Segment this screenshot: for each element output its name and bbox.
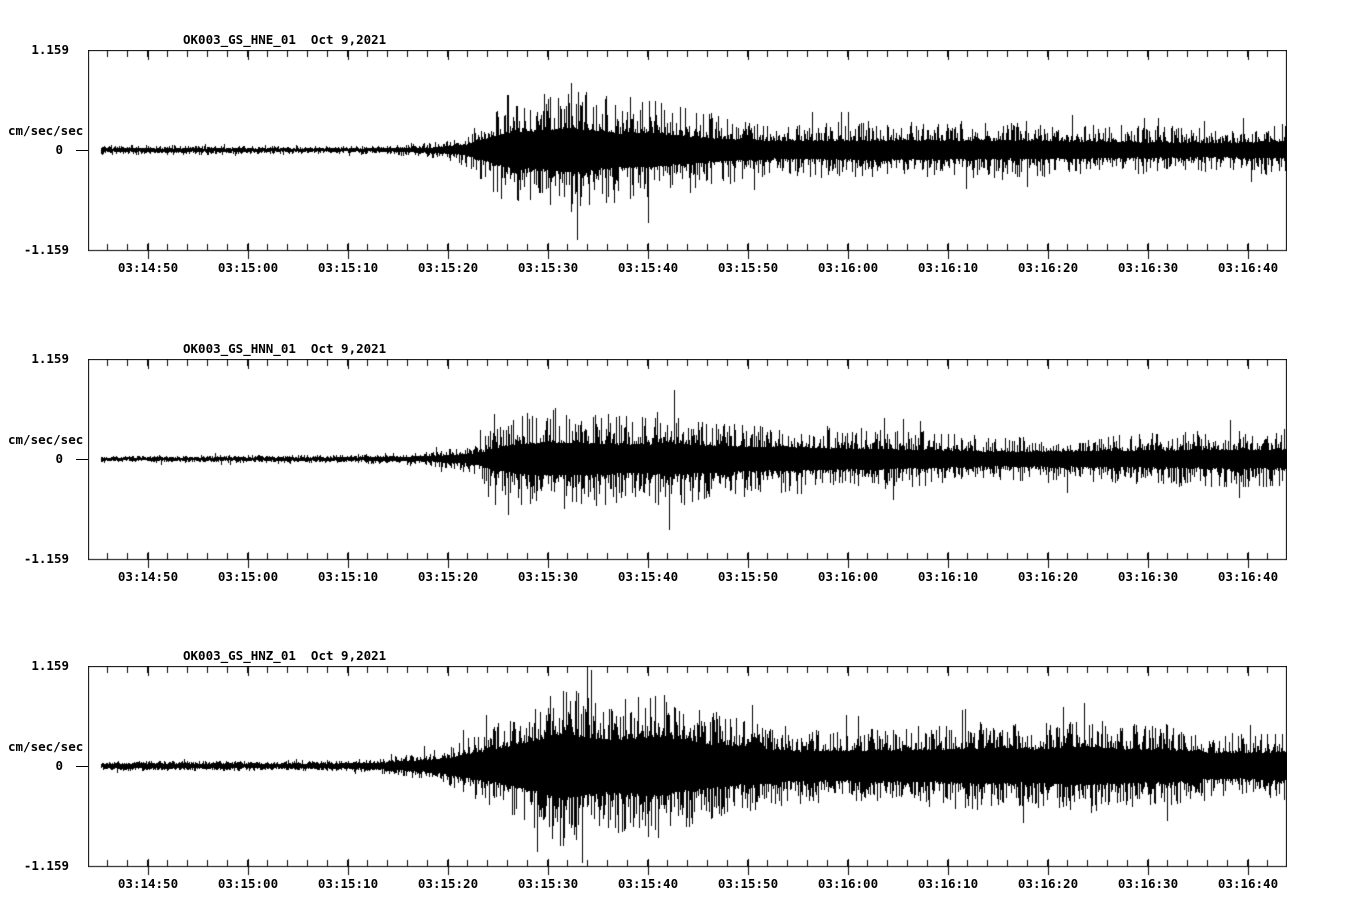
x-axis-labels: 03:14:50 03:15:00 03:15:10 03:15:20 03:15:30…	[0, 876, 1358, 892]
x-axis-labels: 03:14:50 03:15:00 03:15:10 03:15:20 03:15:30…	[0, 569, 1358, 585]
x-tick-label: 03:15:40	[617, 569, 679, 584]
y-axis-units-label: cm/sec/sec	[8, 123, 84, 138]
y-axis-zero-label: 0	[55, 451, 63, 466]
x-tick-label: 03:15:30	[517, 876, 579, 891]
y-axis-units-label: cm/sec/sec	[8, 432, 84, 447]
panel-title: OK003_GS_HNZ_01 Oct 9,2021	[183, 648, 387, 663]
x-tick-label: 03:16:00	[817, 876, 879, 891]
x-tick-label: 03:15:20	[417, 569, 479, 584]
waveform-canvas	[88, 666, 1287, 876]
x-tick-label: 03:15:40	[617, 260, 679, 275]
x-tick-label: 03:15:00	[217, 876, 279, 891]
x-tick-label: 03:16:10	[917, 260, 979, 275]
x-tick-label: 03:16:30	[1117, 876, 1179, 891]
x-tick-label: 03:16:10	[917, 569, 979, 584]
x-tick-label: 03:15:50	[717, 876, 779, 891]
x-tick-label: 03:15:30	[517, 260, 579, 275]
x-axis-labels: 03:14:50 03:15:00 03:15:10 03:15:20 03:15:30…	[0, 260, 1358, 276]
y-axis-min-label: -1.159	[23, 242, 69, 257]
y-axis-units-label: cm/sec/sec	[8, 739, 84, 754]
y-axis-zero-label: 0	[55, 758, 63, 773]
y-axis-zero-tick	[76, 766, 88, 767]
x-tick-label: 03:16:00	[817, 569, 879, 584]
waveform-canvas	[88, 359, 1287, 569]
y-axis-max-label: 1.159	[31, 42, 69, 57]
x-tick-label: 03:16:20	[1017, 569, 1079, 584]
x-tick-label: 03:15:10	[317, 260, 379, 275]
x-tick-label: 03:16:30	[1117, 569, 1179, 584]
x-tick-label: 03:16:40	[1217, 876, 1279, 891]
x-tick-label: 03:14:50	[117, 260, 179, 275]
x-tick-label: 03:14:50	[117, 876, 179, 891]
x-tick-label: 03:16:00	[817, 260, 879, 275]
x-tick-label: 03:15:50	[717, 569, 779, 584]
x-tick-label: 03:15:10	[317, 569, 379, 584]
y-axis-max-label: 1.159	[31, 351, 69, 366]
x-tick-label: 03:15:30	[517, 569, 579, 584]
y-axis-zero-label: 0	[55, 142, 63, 157]
x-tick-label: 03:15:10	[317, 876, 379, 891]
x-tick-label: 03:16:20	[1017, 876, 1079, 891]
x-tick-label: 03:15:20	[417, 876, 479, 891]
x-tick-label: 03:15:20	[417, 260, 479, 275]
y-axis-min-label: -1.159	[23, 551, 69, 566]
y-axis-zero-tick	[76, 150, 88, 151]
waveform-canvas	[88, 50, 1287, 260]
x-tick-label: 03:15:00	[217, 260, 279, 275]
y-axis-zero-tick	[76, 459, 88, 460]
y-axis-max-label: 1.159	[31, 658, 69, 673]
x-tick-label: 03:16:40	[1217, 260, 1279, 275]
x-tick-label: 03:15:00	[217, 569, 279, 584]
x-tick-label: 03:16:30	[1117, 260, 1179, 275]
x-tick-label: 03:16:20	[1017, 260, 1079, 275]
x-tick-label: 03:15:40	[617, 876, 679, 891]
panel-title: OK003_GS_HNN_01 Oct 9,2021	[183, 341, 387, 356]
panel-title: OK003_GS_HNE_01 Oct 9,2021	[183, 32, 387, 47]
x-tick-label: 03:15:50	[717, 260, 779, 275]
y-axis-min-label: -1.159	[23, 858, 69, 873]
x-tick-label: 03:16:40	[1217, 569, 1279, 584]
x-tick-label: 03:14:50	[117, 569, 179, 584]
x-tick-label: 03:16:10	[917, 876, 979, 891]
